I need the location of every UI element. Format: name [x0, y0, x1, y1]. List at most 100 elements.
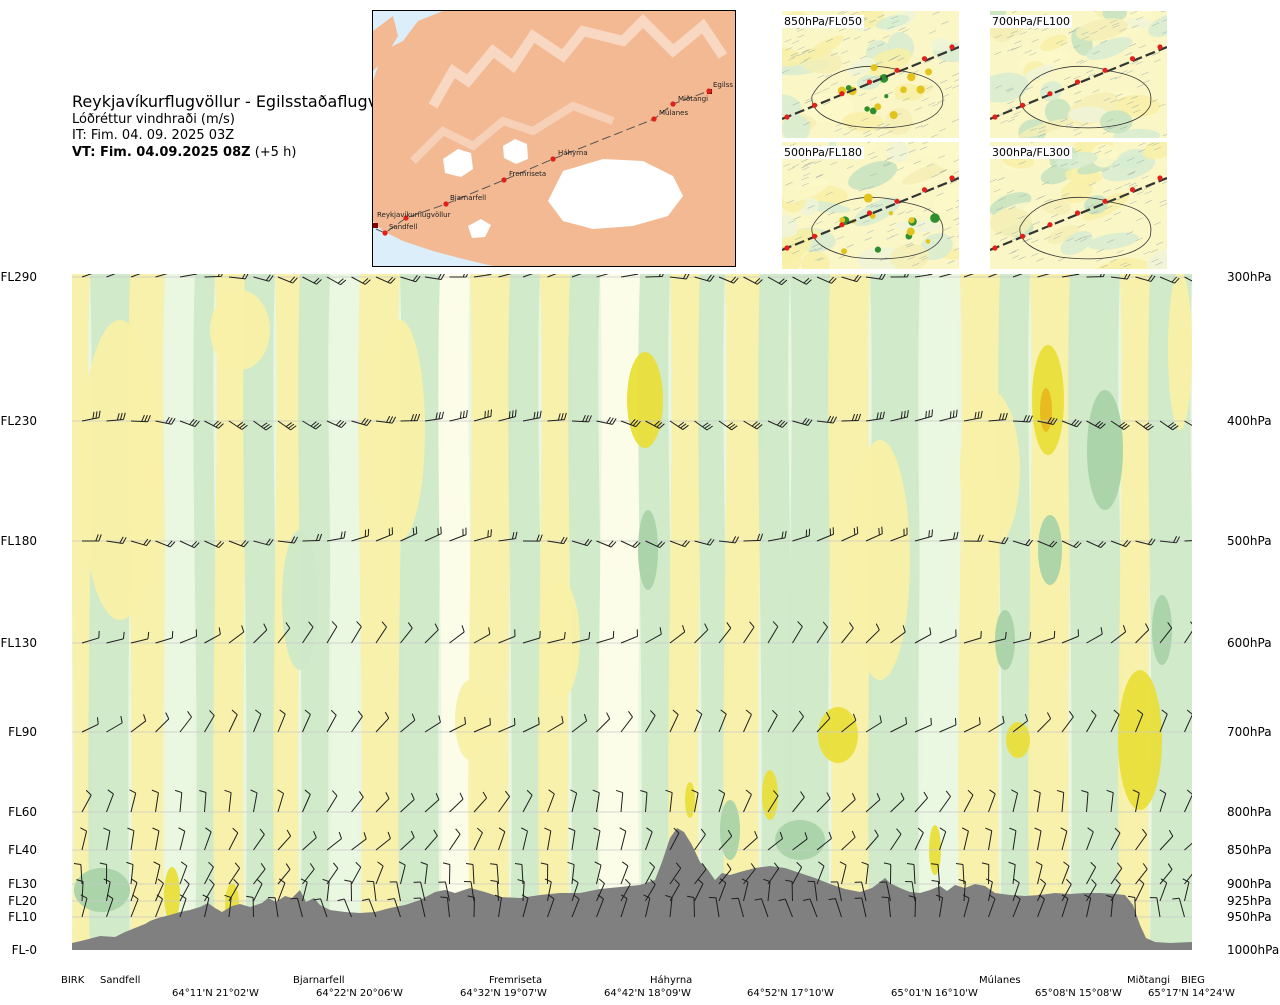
wind-barb — [743, 621, 755, 644]
wind-barb — [792, 861, 803, 885]
wind-barb — [571, 894, 580, 918]
waypoint-label: Miðtangi — [1127, 975, 1171, 986]
wind-barb — [816, 792, 831, 813]
wind-barb — [253, 420, 272, 431]
wind-barb — [290, 897, 303, 918]
wind-barb — [155, 274, 168, 278]
wind-barb — [322, 878, 330, 902]
wind-barb — [1061, 629, 1079, 644]
wind-barb — [1037, 878, 1047, 902]
wind-barb — [1037, 894, 1045, 918]
wind-contour-band — [1118, 274, 1152, 950]
wind-barb — [1086, 420, 1106, 429]
wind-barb — [792, 528, 811, 542]
wind-barb — [498, 629, 516, 644]
wind-barb — [571, 631, 591, 644]
wind-barb — [754, 898, 769, 918]
wind-barb — [126, 861, 134, 885]
wind-barb — [906, 862, 916, 885]
wind-contour-band — [668, 274, 702, 950]
wind-barb — [389, 881, 401, 902]
wind-barb — [620, 274, 639, 278]
wind-barb — [153, 861, 161, 885]
wind-barb — [152, 827, 160, 851]
wind-contour-cell — [455, 680, 485, 760]
wind-barb — [807, 880, 818, 902]
wind-contour-band — [788, 274, 832, 950]
level-map-700-label: 700hPa/FL100 — [990, 15, 1073, 28]
wind-barb — [375, 711, 390, 733]
wind-barb — [1159, 536, 1181, 544]
wind-barb — [81, 274, 93, 278]
wind-barb — [767, 621, 779, 644]
wind-barb — [743, 709, 752, 733]
wind-barb — [1106, 894, 1114, 918]
wind-barb — [375, 792, 390, 813]
waypoint-label: BIRK — [61, 975, 85, 986]
route-waypoint-dot — [501, 177, 507, 183]
wind-barb — [1132, 789, 1140, 813]
wind-barb — [326, 531, 346, 542]
pressure-tick-label: 850hPa — [1227, 843, 1272, 857]
wind-barb — [1012, 538, 1033, 547]
wind-contour-cell — [80, 320, 160, 620]
level-map-850: 850hPa/FL050 — [782, 11, 959, 138]
wind-barb — [1012, 878, 1020, 902]
wind-barb — [890, 828, 902, 851]
wind-barb — [449, 274, 468, 278]
wind-contour-cell — [638, 510, 658, 590]
wind-barb — [985, 878, 993, 902]
wind-barb — [302, 621, 314, 644]
wind-barb — [914, 627, 932, 644]
wind-barb — [277, 709, 286, 733]
wind-barb — [854, 881, 867, 902]
wind-barb — [963, 717, 981, 733]
wind-barb — [1037, 540, 1058, 548]
wind-barb — [816, 861, 825, 885]
wind-barb — [522, 630, 541, 644]
wind-barb — [253, 274, 274, 282]
wind-contour-band — [698, 274, 727, 950]
wind-barb — [988, 274, 998, 278]
wind-barb — [914, 409, 933, 422]
wind-barb — [1184, 621, 1192, 644]
wind-barb — [253, 878, 263, 902]
wind-barb — [1135, 878, 1145, 902]
wind-barb — [438, 881, 450, 902]
title-block: Reykjavíkurflugvöllur - Egilsstaðaflugvö… — [72, 92, 413, 161]
wind-barb — [596, 540, 617, 548]
wind-barb — [594, 861, 602, 885]
wind-barb — [313, 898, 328, 918]
wind-barb — [250, 789, 258, 813]
coordinate-label: 64°22'N 20°06'W — [316, 988, 403, 999]
wind-barb — [620, 861, 629, 885]
wind-barb — [731, 897, 744, 918]
wind-barb — [596, 630, 615, 644]
wind-barb — [694, 274, 715, 282]
wind-barb — [665, 789, 673, 813]
flight-level-tick-label: FL-0 — [12, 943, 37, 957]
wind-barb — [375, 415, 397, 424]
pressure-tick-label: 800hPa — [1227, 805, 1272, 819]
wind-barb — [302, 863, 315, 885]
wind-barb — [1135, 709, 1144, 733]
wind-barb — [253, 863, 266, 885]
wind-contour-cell — [1038, 515, 1062, 585]
wind-barb — [522, 274, 534, 278]
wind-barb — [1033, 789, 1041, 813]
wind-barb — [1184, 789, 1192, 813]
wind-barb — [890, 409, 909, 422]
wind-barb — [988, 789, 996, 813]
wind-barb — [865, 411, 885, 422]
wind-barb — [80, 894, 88, 918]
wind-barb — [498, 827, 506, 851]
wind-barb — [473, 529, 492, 542]
wind-barb — [351, 710, 363, 733]
wind-barb — [865, 623, 880, 644]
wind-barb — [694, 709, 703, 733]
wind-barb — [246, 895, 254, 918]
wind-contour-cell — [1118, 670, 1162, 810]
wind-barb — [905, 880, 916, 902]
wind-barb — [302, 789, 311, 813]
wind-contour-cell — [1168, 274, 1192, 430]
